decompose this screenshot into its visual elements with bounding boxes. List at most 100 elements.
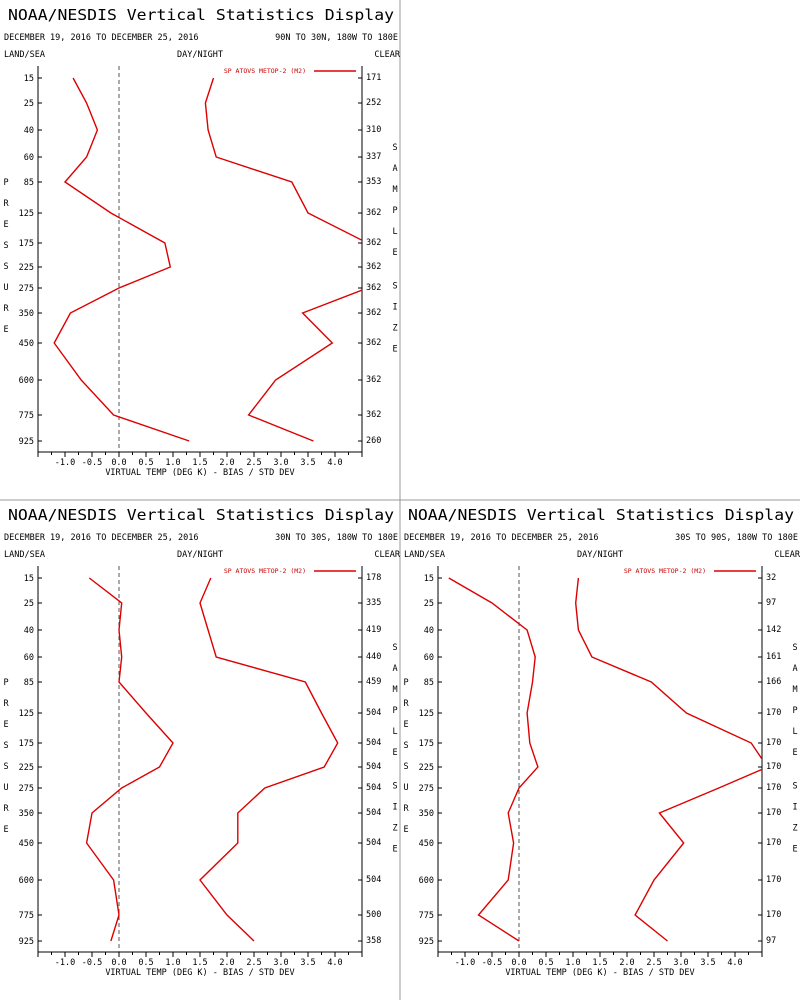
- pressure-tick-label: 60: [24, 153, 34, 163]
- sample-size-label: 170: [766, 738, 781, 748]
- region-label: 30N TO 30S, 180W TO 180E: [275, 533, 398, 543]
- land-sea-label: LAND/SEA: [4, 50, 45, 60]
- pressure-tick-label: 925: [19, 437, 34, 447]
- pressure-tick-label: 225: [19, 263, 34, 273]
- day-night-label: DAY/NIGHT: [177, 550, 223, 560]
- pressure-tick-label: 125: [19, 709, 34, 719]
- x-tick-label: 0.0: [111, 458, 126, 468]
- pressure-tick-label: 225: [419, 763, 434, 773]
- sample-size-label: 362: [366, 338, 381, 348]
- pressure-tick-label: 40: [24, 626, 34, 636]
- pressure-tick-label: 60: [424, 653, 434, 663]
- x-axis-label: VIRTUAL TEMP (DEG K) - BIAS / STD DEV: [505, 968, 694, 978]
- pressure-tick-label: 15: [24, 574, 34, 584]
- x-tick-label: 4.0: [327, 958, 342, 968]
- pressure-axis-letter: S: [403, 741, 408, 751]
- pressure-tick-label: 450: [19, 839, 34, 849]
- land-sea-label: LAND/SEA: [404, 550, 445, 560]
- date-range: DECEMBER 19, 2016 TO DECEMBER 25, 2016: [4, 33, 198, 43]
- sample-size-label: 504: [366, 838, 381, 848]
- x-tick-label: 4.0: [727, 958, 742, 968]
- sample-size-label: 166: [766, 677, 781, 687]
- sample-size-axis-letter: S: [392, 782, 397, 792]
- sample-size-label: 335: [366, 598, 381, 608]
- sample-size-axis-letter: S: [392, 643, 397, 653]
- pressure-tick-label: 25: [424, 599, 434, 609]
- pressure-tick-label: 175: [19, 239, 34, 249]
- pressure-tick-label: 775: [19, 411, 34, 421]
- x-tick-label: -1.0: [455, 958, 475, 968]
- sample-size-axis-letter: M: [392, 685, 397, 695]
- pressure-tick-label: 450: [419, 839, 434, 849]
- sample-size-axis-letter: P: [792, 706, 797, 716]
- pressure-tick-label: 350: [419, 809, 434, 819]
- sample-size-label: 362: [366, 375, 381, 385]
- pressure-axis-letter: E: [3, 720, 8, 730]
- clear-label: CLEAR: [374, 50, 400, 60]
- sample-size-label: 32: [766, 573, 776, 583]
- pressure-tick-label: 40: [424, 626, 434, 636]
- series-line-bias: [85, 577, 174, 942]
- x-axis-label: VIRTUAL TEMP (DEG K) - BIAS / STD DEV: [105, 968, 294, 978]
- pressure-axis-letter: S: [3, 762, 8, 772]
- sample-size-axis-letter: Z: [792, 824, 797, 834]
- sample-size-label: 504: [366, 875, 381, 885]
- land-sea-label: LAND/SEA: [4, 550, 45, 560]
- sample-size-label: 353: [366, 177, 381, 187]
- pressure-tick-label: 275: [19, 284, 34, 294]
- x-tick-label: 1.5: [592, 958, 607, 968]
- sample-size-axis-letter: L: [392, 227, 397, 237]
- x-tick-label: 2.5: [246, 458, 261, 468]
- sample-size-label: 170: [766, 875, 781, 885]
- sample-size-axis-letter: I: [792, 803, 797, 813]
- sample-size-axis-letter: L: [392, 727, 397, 737]
- pressure-tick-label: 775: [19, 911, 34, 921]
- sample-size-label: 362: [366, 262, 381, 272]
- sample-size-label: 504: [366, 708, 381, 718]
- chart-title: NOAA/NESDIS Vertical Statistics Display: [8, 6, 394, 24]
- pressure-axis-letter: P: [3, 678, 8, 688]
- x-tick-label: -1.0: [55, 958, 75, 968]
- pressure-tick-label: 275: [419, 784, 434, 794]
- pressure-tick-label: 350: [19, 309, 34, 319]
- day-night-label: DAY/NIGHT: [577, 550, 623, 560]
- sample-size-label: 170: [766, 808, 781, 818]
- pressure-tick-label: 60: [24, 653, 34, 663]
- pressure-tick-label: 15: [424, 574, 434, 584]
- x-tick-label: 3.0: [273, 958, 288, 968]
- date-range: DECEMBER 19, 2016 TO DECEMBER 25, 2016: [4, 533, 198, 543]
- x-tick-label: 3.0: [273, 458, 288, 468]
- sample-size-label: 170: [766, 762, 781, 772]
- pressure-axis-letter: P: [3, 178, 8, 188]
- pressure-tick-label: 600: [19, 876, 34, 886]
- x-tick-label: -0.5: [82, 958, 102, 968]
- clear-label: CLEAR: [374, 550, 400, 560]
- x-tick-label: 1.0: [165, 458, 180, 468]
- date-range: DECEMBER 19, 2016 TO DECEMBER 25, 2016: [404, 533, 598, 543]
- x-tick-label: 1.0: [165, 958, 180, 968]
- sample-size-label: 337: [366, 152, 381, 162]
- x-tick-label: 0.0: [511, 958, 526, 968]
- region-label: 90N TO 30N, 180W TO 180E: [275, 33, 398, 43]
- sample-size-axis-letter: Z: [392, 324, 397, 334]
- pressure-axis-letter: R: [3, 304, 9, 314]
- series-line-stddev: [204, 77, 362, 442]
- x-tick-label: -1.0: [55, 458, 75, 468]
- sample-size-axis-letter: E: [392, 248, 397, 258]
- pressure-tick-label: 85: [24, 178, 34, 188]
- sample-size-axis-letter: A: [392, 664, 397, 674]
- x-tick-label: 0.5: [138, 458, 153, 468]
- sample-size-label: 170: [766, 783, 781, 793]
- pressure-tick-label: 15: [24, 74, 34, 84]
- pressure-tick-label: 775: [419, 911, 434, 921]
- sample-size-axis-letter: M: [392, 185, 397, 195]
- sample-size-label: 170: [766, 838, 781, 848]
- chart-panel-3: NOAA/NESDIS Vertical Statistics Display D…: [403, 506, 800, 978]
- sample-size-axis-letter: E: [792, 845, 797, 855]
- pressure-axis-letter: S: [3, 241, 8, 251]
- legend-label: SP ATOVS METOP-2 (M2): [224, 67, 306, 75]
- sample-size-axis-letter: S: [392, 282, 397, 292]
- sample-size-label: 362: [366, 308, 381, 318]
- x-axis-label: VIRTUAL TEMP (DEG K) - BIAS / STD DEV: [105, 468, 294, 478]
